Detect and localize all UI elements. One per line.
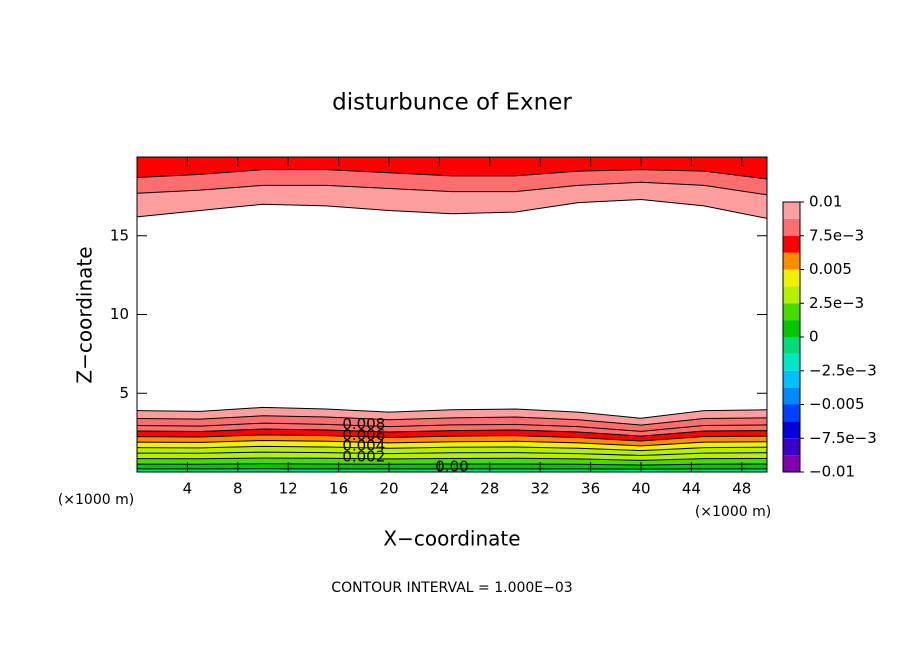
contour-fill [137, 468, 767, 472]
colorbar-tick-label: 2.5e−3 [809, 294, 864, 312]
colorbar-band [783, 235, 800, 253]
contour-fill [137, 157, 767, 180]
contour-line [136, 169, 768, 180]
y-tick-label: 5 [119, 384, 129, 402]
contour-label: 0.006 [342, 426, 385, 444]
contour-fill [137, 452, 767, 461]
contour-fill [137, 434, 767, 446]
x-tick-label: 12 [279, 480, 298, 498]
x-tick-label: 28 [480, 480, 499, 498]
x-tick-label: 36 [581, 480, 600, 498]
contour-line [136, 439, 768, 447]
colorbar-band [783, 303, 800, 321]
x-tick-label: 16 [329, 480, 348, 498]
contour-label: 0.002 [342, 447, 385, 465]
y-tick-label: 10 [110, 305, 129, 323]
colorbar-band [783, 269, 800, 287]
contour-label: 0.00 [435, 457, 468, 475]
colorbar-band [783, 286, 800, 304]
colorbar-band [783, 202, 800, 219]
contour-fill [137, 423, 767, 437]
x-unit: (×1000 m) [58, 492, 134, 508]
x-tick-label: 20 [379, 480, 398, 498]
contour-line [136, 199, 768, 219]
y-tick-label: 15 [110, 226, 129, 244]
colorbar-tick-label: 0 [809, 328, 819, 346]
contour-fill [137, 415, 767, 432]
x-unit: (×1000 m) [695, 504, 771, 520]
x-tick-label: 4 [183, 480, 193, 498]
contour-line [136, 457, 768, 461]
x-tick-label: 48 [732, 480, 751, 498]
contour-line [136, 445, 768, 452]
colorbar-band [783, 218, 800, 236]
colorbar-tick-label: −0.01 [809, 463, 855, 481]
footer: CONTOUR INTERVAL = 1.000E−03 [331, 580, 572, 596]
colorbar-band [783, 455, 800, 472]
colorbar-tick-label: −7.5e−3 [809, 429, 877, 447]
contour-label: 0.008 [342, 415, 385, 433]
colorbar-band [783, 421, 800, 439]
colorbar-band [783, 370, 800, 388]
x-axis-title: X−coordinate [383, 527, 520, 551]
colorbar-tick-label: −2.5e−3 [809, 361, 877, 379]
contour-line [136, 463, 768, 466]
colorbar-band [783, 353, 800, 371]
contour-line [136, 422, 768, 432]
contour-fill [137, 440, 767, 451]
colorbar-tick-label: 0.005 [809, 260, 852, 278]
contour-line [136, 406, 768, 419]
x-tick-label: 8 [233, 480, 243, 498]
contour-fill [137, 407, 767, 426]
colorbar-band [783, 252, 800, 270]
contour-label: 0.004 [342, 437, 385, 455]
colorbar-band [783, 337, 800, 354]
x-tick-label: 44 [682, 480, 701, 498]
colorbar-band [783, 387, 800, 405]
colorbar-band [783, 320, 800, 337]
contour-line [136, 415, 768, 426]
y-axis-title: Z−coordinate [73, 246, 97, 383]
contour-fill [137, 429, 767, 441]
x-tick-label: 40 [631, 480, 650, 498]
contour-line [136, 451, 768, 456]
colorbar-band [783, 404, 800, 422]
x-tick-label: 32 [531, 480, 550, 498]
colorbar-tick-label: 7.5e−3 [809, 226, 864, 244]
colorbar-tick-label: 0.01 [809, 193, 842, 211]
chart-title: disturbunce of Exner [332, 90, 572, 116]
contour-line [136, 434, 768, 442]
contour-fill [137, 446, 767, 456]
contour-line [136, 181, 768, 196]
x-tick-label: 24 [430, 480, 449, 498]
colorbar-tick-label: −0.005 [809, 395, 865, 413]
contour-fill [137, 182, 767, 219]
colorbar-band [783, 438, 800, 456]
contour-fill [137, 169, 767, 195]
contour-line [136, 428, 768, 437]
